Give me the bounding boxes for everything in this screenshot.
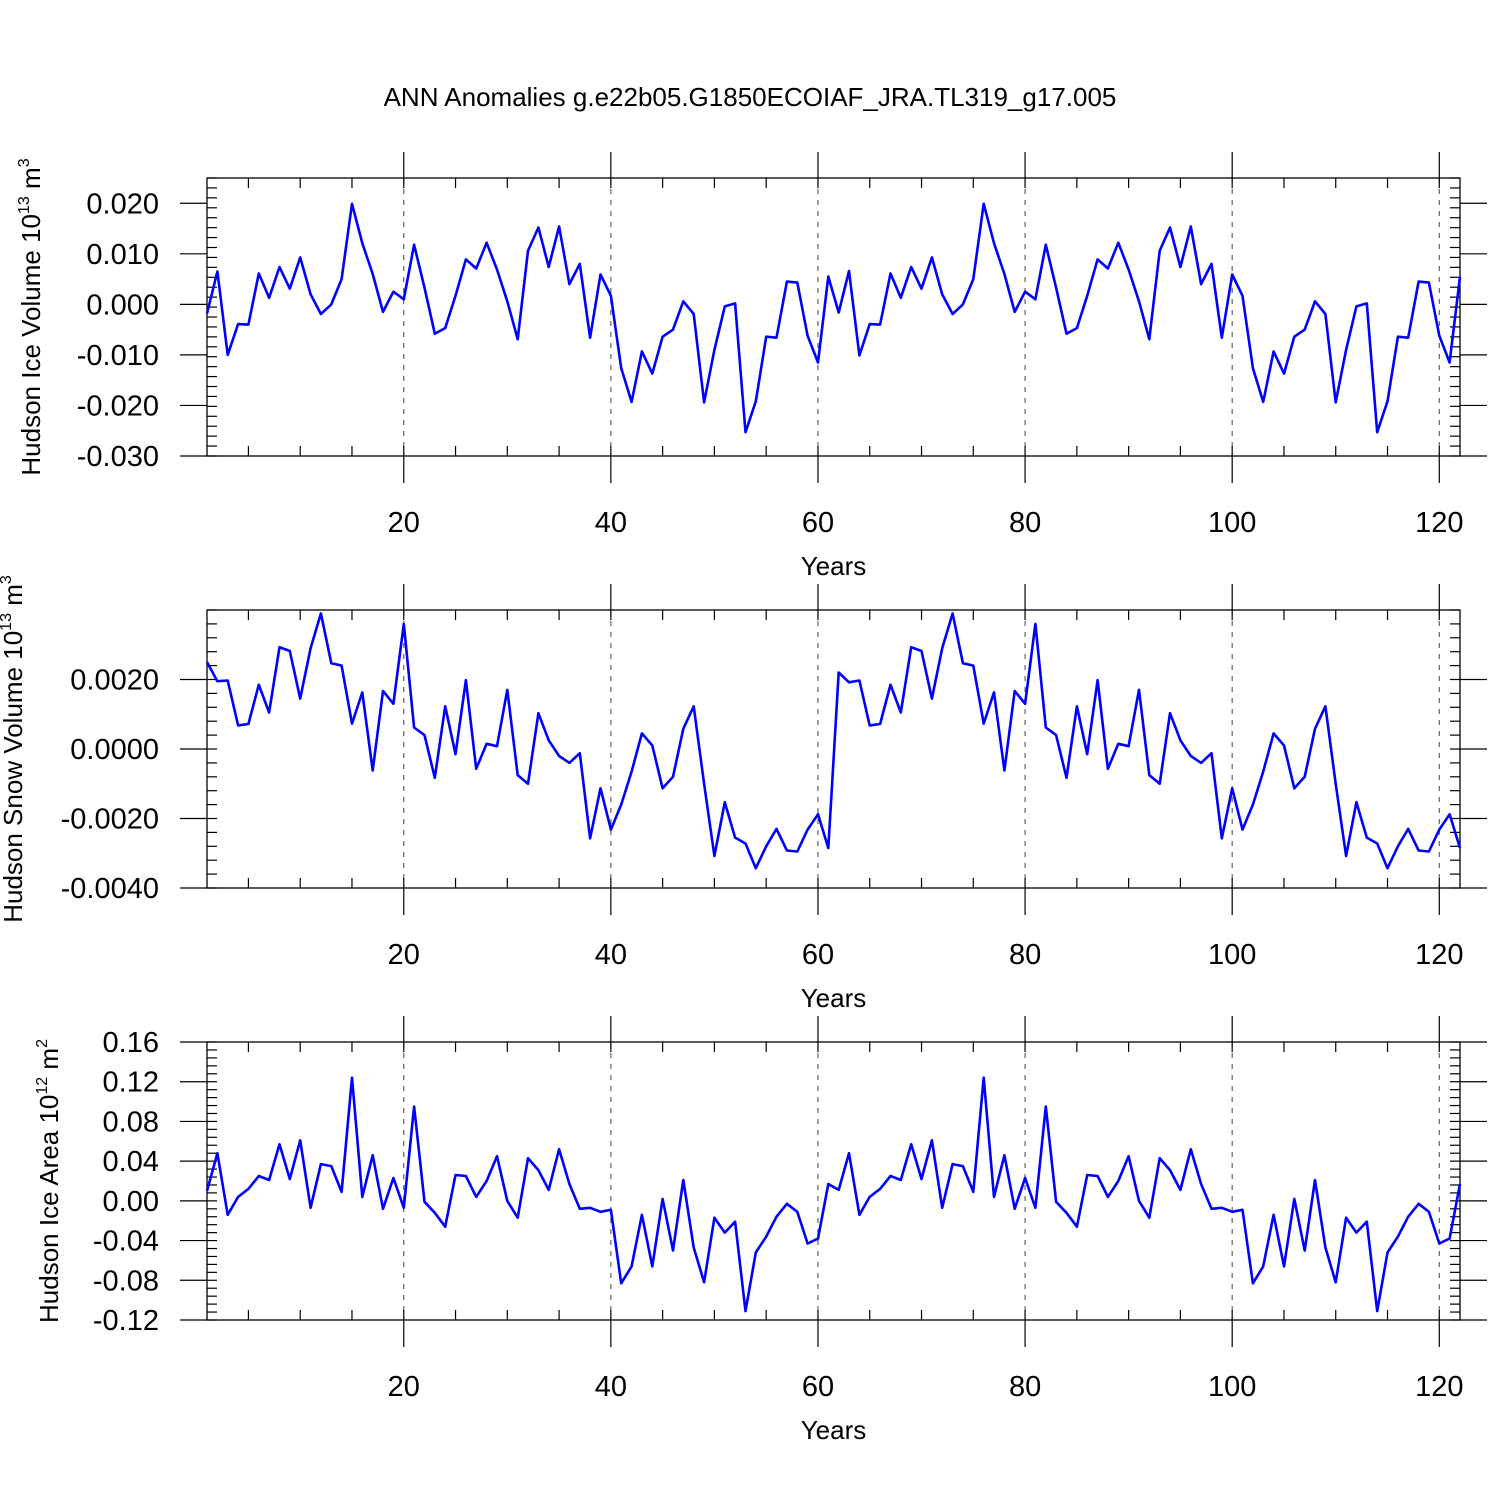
y-axis-label-unit-exponent: 3 (16, 158, 33, 167)
x-tick-label: 40 (595, 939, 627, 971)
y-axis-label-main: Hudson Ice Volume 10 (16, 214, 46, 476)
x-tick-label: 60 (802, 1371, 834, 1403)
y-axis-label-unit: m (34, 1048, 64, 1077)
x-tick-label: 100 (1208, 507, 1256, 539)
plot-frame (206, 177, 1461, 457)
y-tick-label: 0.04 (103, 1146, 159, 1178)
y-tick-label: 0.0000 (70, 734, 159, 766)
y-tick-label: 0.020 (86, 188, 159, 220)
x-tick-label: 100 (1208, 939, 1256, 971)
y-tick-label: -0.030 (77, 441, 159, 473)
y-axis-label-main: Hudson Snow Volume 10 (0, 631, 28, 923)
y-tick-label: 0.010 (86, 239, 159, 271)
x-tick-label: 40 (595, 507, 627, 539)
series-line (205, 612, 1462, 870)
x-tick-label: 120 (1415, 1371, 1463, 1403)
y-tick-label: -0.08 (93, 1265, 159, 1297)
x-axis-label: Years (801, 983, 867, 1013)
panel-2: -0.0040 -0.0020 0.0000 0.0020 20 40 60 80 100 120… (0, 575, 1487, 1013)
x-tick-label: 80 (1009, 507, 1041, 539)
y-axis-label-main: Hudson Ice Area 10 (34, 1095, 64, 1323)
y-axis-label: Hudson Ice Volume 1013 m3 (16, 158, 46, 475)
y-tick-label: -0.12 (93, 1305, 159, 1337)
panel-3: -0.12 -0.08 -0.04 0.00 0.04 0.08 0.12 0.16 20 40 6… (34, 1016, 1487, 1445)
y-axis-label-exponent: 12 (34, 1077, 51, 1095)
y-tick-label: -0.0020 (61, 804, 159, 836)
y-tick-label: 0.16 (103, 1027, 159, 1059)
x-tick-label: 100 (1208, 1371, 1256, 1403)
y-tick-label: 0.08 (103, 1106, 159, 1138)
y-tick-label: 0.0020 (70, 665, 159, 697)
panel-1: -0.030 -0.020 -0.010 0.000 0.010 0.020 20 40 60 8… (16, 152, 1487, 581)
x-tick-label: 40 (595, 1371, 627, 1403)
x-axis-label: Years (801, 551, 867, 581)
x-tick-label: 80 (1009, 1371, 1041, 1403)
y-axis-label-exponent: 13 (0, 613, 15, 631)
x-tick-label: 20 (388, 1371, 420, 1403)
x-tick-label: 60 (802, 939, 834, 971)
y-axis-label: Hudson Snow Volume 1013 m3 (0, 575, 28, 923)
x-tick-label: 120 (1415, 939, 1463, 971)
x-axis-label: Years (801, 1415, 867, 1445)
y-axis-label-unit-exponent: 2 (34, 1039, 51, 1048)
series-line (205, 1076, 1462, 1313)
y-tick-label: 0.000 (86, 289, 159, 321)
plot-frame (206, 1041, 1461, 1321)
x-tick-label: 20 (388, 507, 420, 539)
x-tick-label: 120 (1415, 507, 1463, 539)
x-tick-label: 80 (1009, 939, 1041, 971)
y-tick-label: -0.020 (77, 390, 159, 422)
y-axis-label-unit-exponent: 3 (0, 575, 15, 584)
y-tick-label: -0.04 (93, 1226, 159, 1258)
x-tick-label: 20 (388, 939, 420, 971)
series-line (205, 202, 1462, 434)
y-tick-label: -0.010 (77, 340, 159, 372)
y-axis-label-exponent: 13 (16, 196, 33, 214)
y-axis-label-unit: m (0, 584, 28, 613)
y-tick-label: 0.12 (103, 1067, 159, 1099)
y-tick-label: 0.00 (103, 1186, 159, 1218)
chart-title: ANN Anomalies g.e22b05.G1850ECOIAF_JRA.T… (384, 82, 1117, 112)
x-tick-label: 60 (802, 507, 834, 539)
y-tick-label: -0.0040 (61, 873, 159, 905)
y-axis-label-unit: m (16, 167, 46, 196)
y-axis-label: Hudson Ice Area 1012 m2 (34, 1039, 64, 1323)
